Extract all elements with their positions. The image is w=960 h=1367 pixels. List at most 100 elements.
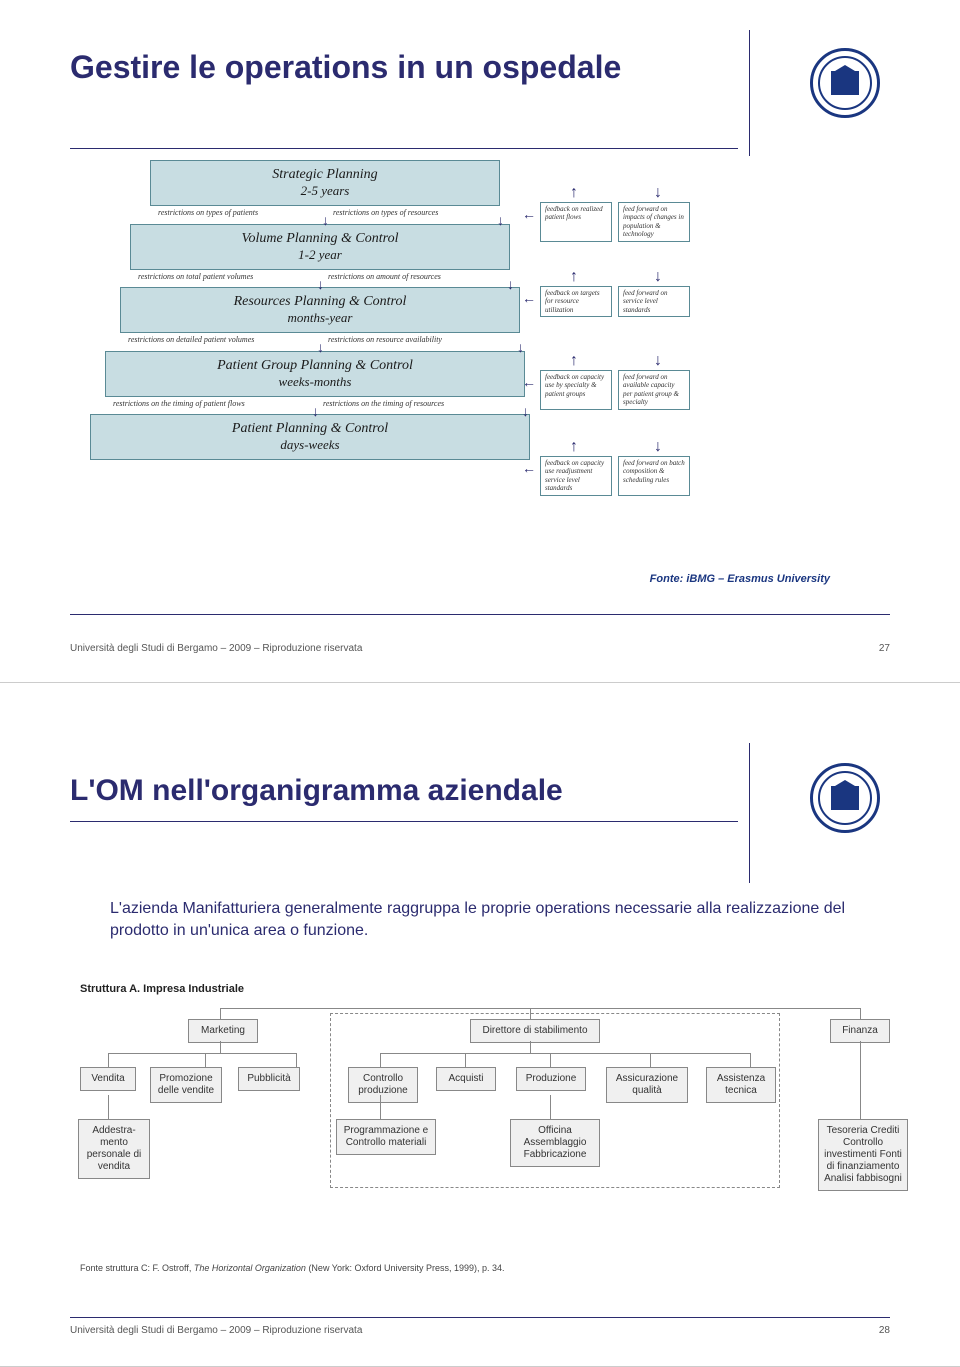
logo-area (810, 763, 880, 833)
arrow-left-icon: ← (522, 460, 536, 476)
plan-title: Volume Planning & Control (141, 231, 499, 247)
arrow-up-icon: ↑ (570, 352, 578, 370)
page-number: 27 (879, 643, 890, 654)
org-box-officina: Officina Assemblaggio Fabbricazione (510, 1119, 600, 1167)
content-rule (70, 614, 890, 615)
connector (220, 1041, 221, 1053)
cite-title: The Horizontal Organization (194, 1263, 306, 1273)
org-box-direttore: Direttore di stabilimento (470, 1019, 600, 1043)
fb-left: feedback on capacity use by specialty & … (540, 370, 612, 410)
feedback-column: ← ↑ ↓ feedback on realized patient flows… (540, 160, 840, 620)
body-text: L'azienda Manifatturiera generalmente ra… (110, 898, 850, 943)
connector (108, 1053, 296, 1054)
org-chart: Struttura A. Impresa Industriale Marketi… (80, 983, 910, 1273)
restriction-row: restrictions on the timing of patient fl… (105, 399, 525, 409)
header-vline (749, 743, 750, 883)
plan-level-4: Patient Planning & Control days-weeks (90, 414, 530, 460)
org-box-prog-controllo: Programmazione e Controllo materiali (336, 1119, 436, 1155)
org-box-acquisti: Acquisti (436, 1067, 496, 1091)
connector (860, 1041, 861, 1119)
connector (108, 1053, 109, 1067)
plan-level-3: Patient Group Planning & Control weeks-m… (105, 351, 525, 409)
plan-box-patient-group: Patient Group Planning & Control weeks-m… (105, 351, 525, 397)
connector (750, 1053, 751, 1067)
arrow-up-icon: ↑ (570, 438, 578, 456)
plan-level-1: Volume Planning & Control 1-2 year restr… (130, 224, 510, 282)
connector (380, 1053, 750, 1054)
slide-2: L'OM nell'organigramma aziendale L'azien… (0, 683, 960, 1367)
slide-title: L'OM nell'organigramma aziendale (70, 773, 670, 809)
org-box-marketing: Marketing (188, 1019, 258, 1043)
header: Gestire le operations in un ospedale (70, 48, 890, 86)
fonte-line: Fonte: iBMG – Erasmus University (650, 573, 830, 585)
fb-right: feed forward on service level standards (618, 286, 690, 317)
restr-right: restrictions on amount of resources (320, 272, 510, 282)
fb-right: feed forward on impacts of changes in po… (618, 202, 690, 242)
connector (108, 1095, 109, 1119)
arrow-left-icon: ← (522, 290, 536, 306)
plan-title: Strategic Planning (161, 167, 489, 183)
org-box-tesoreria: Tesoreria Crediti Controllo investimenti… (818, 1119, 908, 1191)
connector (650, 1053, 651, 1067)
arrow-up-icon: ↑ (570, 268, 578, 286)
header-rule (70, 821, 738, 822)
org-box-finanza: Finanza (830, 1019, 890, 1043)
org-box-assist: Assistenza tecnica (706, 1067, 776, 1103)
arrow-up-icon: ↑ (570, 184, 578, 202)
slide-title: Gestire le operations in un ospedale (70, 48, 890, 86)
restr-left: restrictions on types of patients (150, 208, 325, 218)
connector (550, 1053, 551, 1067)
struct-title: Struttura A. Impresa Industriale (80, 983, 910, 995)
cite-prefix: Fonte struttura C: F. Ostroff, (80, 1263, 194, 1273)
planning-diagram: Strategic Planning 2-5 years restriction… (120, 160, 830, 620)
connector (380, 1095, 381, 1119)
university-logo-icon (810, 48, 880, 118)
logo-area (810, 48, 880, 118)
fb-pair-2: ← ↑ ↓ feedback on capacity use by specia… (540, 370, 690, 410)
arrow-left-icon: ← (522, 374, 536, 390)
restriction-row: restrictions on detailed patient volumes… (120, 335, 520, 345)
org-box-addestramento: Addestra- mento personale di vendita (78, 1119, 150, 1179)
header-vline (749, 30, 750, 156)
restr-left: restrictions on the timing of patient fl… (105, 399, 315, 409)
plan-sub: weeks-months (116, 374, 514, 390)
connector (465, 1053, 466, 1067)
connector (220, 1008, 860, 1009)
org-box-promozione: Promozione delle vendite (150, 1067, 222, 1103)
title-block: L'OM nell'organigramma aziendale (70, 773, 890, 809)
arrow-down-icon: ↓ (654, 352, 662, 370)
slide-footer: Università degli Studi di Bergamo – 2009… (70, 643, 890, 654)
connector (380, 1053, 381, 1067)
org-box-vendita: Vendita (80, 1067, 136, 1091)
plan-sub: months-year (131, 310, 509, 326)
fb-left: feedback on targets for resource utiliza… (540, 286, 612, 317)
fb-right: feed forward on available capacity per p… (618, 370, 690, 410)
arrow-down-icon: ↓ (654, 268, 662, 286)
plan-title: Patient Planning & Control (101, 421, 519, 437)
header-rule (70, 148, 738, 149)
fb-pair-3: ← ↑ ↓ feedback on capacity use readjustm… (540, 456, 690, 496)
plan-box-patient: Patient Planning & Control days-weeks (90, 414, 530, 460)
fb-pair-1: ← ↑ ↓ feedback on targets for resource u… (540, 286, 690, 317)
connector (530, 1041, 531, 1053)
restr-left: restrictions on detailed patient volumes (120, 335, 320, 345)
fb-left: feedback on realized patient flows (540, 202, 612, 242)
plan-box-volume: Volume Planning & Control 1-2 year (130, 224, 510, 270)
connector (205, 1053, 206, 1067)
slide-1: Gestire le operations in un ospedale Str… (0, 0, 960, 683)
restr-right: restrictions on the timing of resources (315, 399, 525, 409)
university-logo-icon (810, 763, 880, 833)
arrow-down-icon: ↓ (654, 184, 662, 202)
plan-sub: days-weeks (101, 437, 519, 453)
arrow-left-icon: ← (522, 206, 536, 222)
footer-text: Università degli Studi di Bergamo – 2009… (70, 1325, 362, 1336)
org-box-assic: Assicurazione qualità (606, 1067, 688, 1103)
restriction-row: restrictions on total patient volumes re… (130, 272, 510, 282)
restr-left: restrictions on total patient volumes (130, 272, 320, 282)
arrow-down-icon: ↓ (654, 438, 662, 456)
org-box-pubblicita: Pubblicità (238, 1067, 300, 1091)
org-citation: Fonte struttura C: F. Ostroff, The Horiz… (80, 1263, 505, 1273)
plan-title: Resources Planning & Control (131, 294, 509, 310)
plan-box-strategic: Strategic Planning 2-5 years (150, 160, 500, 206)
fb-pair-0: ← ↑ ↓ feedback on realized patient flows… (540, 202, 690, 242)
